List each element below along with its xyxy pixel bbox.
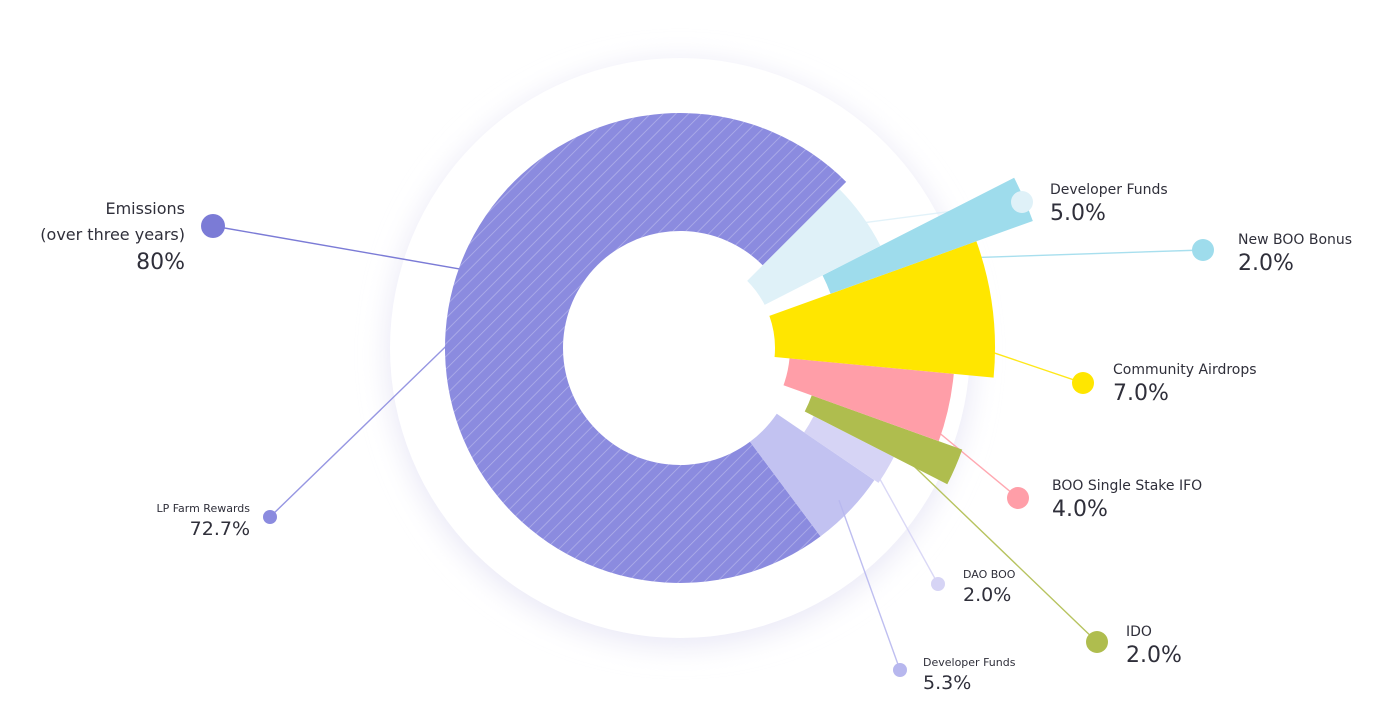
slice-percent-2: 2.0%: [963, 584, 1011, 606]
legend-dot-1: [893, 663, 907, 677]
slice-percent-6: 2.0%: [1238, 251, 1294, 276]
slice-name-1: Developer Funds: [923, 656, 1016, 669]
slice-percent-4: 4.0%: [1052, 497, 1108, 522]
slice-6: [822, 177, 1033, 294]
leader-line-2: [868, 459, 939, 585]
slice-0-hatch: [445, 113, 847, 584]
legend-dot-emissions: [201, 214, 225, 238]
slice-name-5: Community Airdrops: [1113, 362, 1257, 378]
slice-percent-7: 5.0%: [1050, 201, 1106, 226]
slice-name-3: IDO: [1126, 624, 1152, 640]
legend-dot-4: [1007, 487, 1029, 509]
legend-dot-5: [1072, 372, 1094, 394]
slice-percent-0: 72.7%: [190, 518, 250, 540]
leader-line-emissions: [212, 225, 466, 271]
slice-5: [769, 241, 995, 378]
legend-dot-2: [931, 577, 945, 591]
legend-dot-3: [1086, 631, 1108, 653]
slice-percent-5: 7.0%: [1113, 381, 1169, 406]
slice-name-4: BOO Single Stake IFO: [1052, 478, 1202, 494]
slice-3: [804, 395, 963, 485]
slice-4: [783, 358, 954, 442]
slice-1: [749, 413, 875, 537]
slice-name-6: New BOO Bonus: [1238, 232, 1352, 248]
slice-name-7: Developer Funds: [1050, 182, 1168, 198]
slice-2: [804, 416, 894, 483]
slice-percent-1: 5.3%: [923, 672, 971, 694]
slice-name-0: LP Farm Rewards: [156, 502, 250, 515]
emissions-label-line2: (over three years): [40, 225, 185, 244]
legend-dot-0: [263, 510, 277, 524]
legend-dot-7: [1011, 191, 1033, 213]
leader-line-1: [838, 499, 901, 671]
leader-line-3: [881, 434, 1098, 643]
leader-line-0: [269, 331, 462, 518]
slice-percent-3: 2.0%: [1126, 643, 1182, 668]
emissions-percent: 80%: [136, 250, 185, 275]
legend-dot-6: [1192, 239, 1214, 261]
slice-7: [747, 188, 881, 305]
slice-name-2: DAO BOO: [963, 568, 1016, 581]
emissions-label-line1: Emissions: [105, 199, 185, 218]
